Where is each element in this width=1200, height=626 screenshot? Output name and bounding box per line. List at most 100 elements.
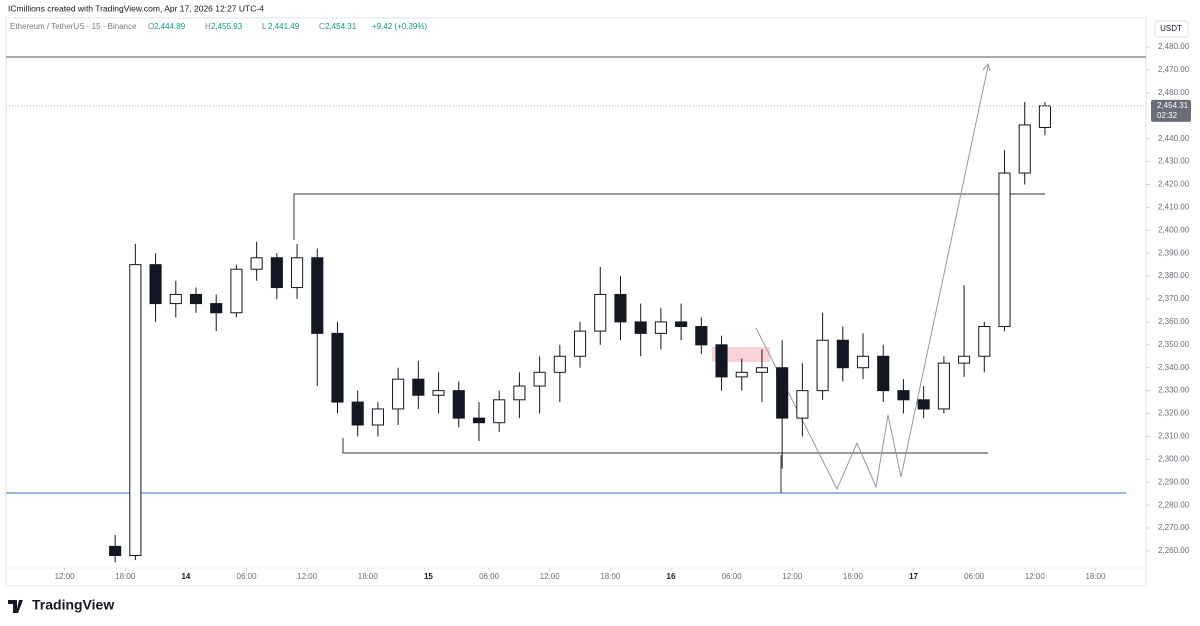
candle-body (270, 257, 283, 289)
candle-body (553, 355, 566, 373)
candle-body (149, 264, 162, 305)
y-tick-label: 2,380.00 (1158, 271, 1190, 280)
ohlc-value: 2,444.89 (154, 22, 186, 31)
candle-body (109, 545, 122, 557)
candle-body (291, 257, 304, 289)
ohlc-key: O (148, 22, 154, 31)
y-tick-label: 2,350.00 (1158, 340, 1190, 349)
brand: TradingView (32, 597, 114, 613)
x-tick-label: 06:00 (964, 572, 985, 581)
credit: ICmillions created with TradingView.com,… (8, 3, 264, 13)
ohlc-key: C (319, 22, 325, 31)
candle-body (412, 378, 425, 396)
drawn-projection (755, 65, 989, 491)
y-tick-label: 2,290.00 (1158, 477, 1190, 486)
y-tick-label: 2,410.00 (1158, 203, 1190, 212)
y-tick-label: 2,280.00 (1158, 500, 1190, 509)
last-price: 2,454.31 (1157, 101, 1189, 110)
y-tick-label: 2,440.00 (1158, 134, 1190, 143)
x-tick-label: 18:00 (358, 572, 379, 581)
x-tick-label: 12:00 (1025, 572, 1046, 581)
candle-body (897, 390, 910, 401)
candle-body (917, 399, 930, 410)
symbol: Ethereum / TetherUS · 15 · Binance (10, 22, 137, 31)
candle-body (856, 355, 870, 369)
candle-body (654, 321, 667, 334)
ohlc-value: 2,455.93 (211, 22, 243, 31)
y-tick-label: 2,470.00 (1158, 65, 1190, 74)
x-tick-label: 12:00 (782, 572, 803, 581)
candle-body (836, 339, 849, 369)
x-tick-label: 17 (909, 572, 918, 581)
y-tick-label: 2,430.00 (1158, 157, 1190, 166)
candle-body (998, 172, 1011, 327)
x-tick-label: 16 (667, 572, 676, 581)
y-tick-label: 2,420.00 (1158, 180, 1190, 189)
candle-body (472, 417, 486, 424)
y-tick-label: 2,480.00 (1158, 42, 1190, 51)
logo (8, 600, 23, 613)
candle-body (715, 344, 728, 378)
candle-body (371, 408, 384, 426)
x-tick-label: 18:00 (1085, 572, 1106, 581)
candle-body (129, 264, 142, 557)
currency-box (1154, 20, 1189, 38)
candle-body (978, 325, 991, 357)
x-tick-label: 14 (181, 572, 190, 581)
candle-body (210, 303, 223, 314)
x-tick-label: 18:00 (115, 572, 136, 581)
y-tick-label: 2,400.00 (1158, 225, 1190, 234)
change: +9.42 (+0.39%) (372, 22, 427, 31)
ohlc-value: 2,454.31 (325, 22, 357, 31)
y-tick-label: 2,260.00 (1158, 546, 1190, 555)
ohlc-value: 2,441.49 (268, 22, 300, 31)
currency: USDT (1160, 24, 1182, 33)
candle-body (351, 401, 364, 426)
y-tick-label: 2,340.00 (1158, 363, 1190, 372)
candle-body (958, 355, 971, 364)
candle-body (331, 332, 344, 403)
y-tick-label: 2,320.00 (1158, 409, 1190, 418)
candle-body (735, 371, 748, 378)
ohlc-key: H (205, 22, 211, 31)
ohlc-legend: O 2,444.89 H 2,455.93 L 2,441.49 C 2,454.31 +9.4… (148, 22, 427, 31)
candles (109, 102, 1051, 563)
candle-body (493, 399, 506, 424)
x-tick-label: 18:00 (600, 572, 621, 581)
x-tick-label: 06:00 (479, 572, 500, 581)
x-tick-label: 06:00 (237, 572, 258, 581)
candle-body (573, 330, 587, 357)
candle-body (250, 257, 263, 270)
candle-body (776, 367, 789, 419)
candle-body (614, 293, 627, 323)
candle-body (169, 293, 182, 305)
x-tick-label: 15 (424, 572, 433, 581)
candle-body (392, 378, 405, 410)
candle-body (877, 355, 890, 392)
candle-body (937, 362, 950, 410)
x-tick-label: 12:00 (55, 572, 76, 581)
y-tick-label: 2,270.00 (1158, 523, 1190, 532)
ohlc-key: L (262, 22, 267, 31)
x-tick-label: 18:00 (843, 572, 864, 581)
candle-body (796, 390, 809, 419)
x-tick-label: 06:00 (722, 572, 743, 581)
y-tick-label: 2,460.00 (1158, 88, 1190, 97)
candle-body (634, 321, 647, 334)
candle-body (1038, 105, 1051, 128)
candle-body (452, 390, 465, 419)
drawn-range-bottom (342, 438, 988, 454)
drawn-range-top (293, 193, 1045, 240)
countdown: 02:32 (1157, 111, 1178, 120)
candle-body (513, 385, 526, 401)
candle-body (230, 268, 243, 314)
y-tick-label: 2,390.00 (1158, 248, 1190, 257)
y-tick-label: 2,330.00 (1158, 386, 1190, 395)
x-tick-label: 12:00 (297, 572, 318, 581)
candle-body (594, 293, 607, 332)
candle-body (675, 321, 688, 327)
y-tick-label: 2,370.00 (1158, 294, 1190, 303)
candle-body (816, 339, 829, 392)
y-tick-label: 2,300.00 (1158, 454, 1190, 463)
